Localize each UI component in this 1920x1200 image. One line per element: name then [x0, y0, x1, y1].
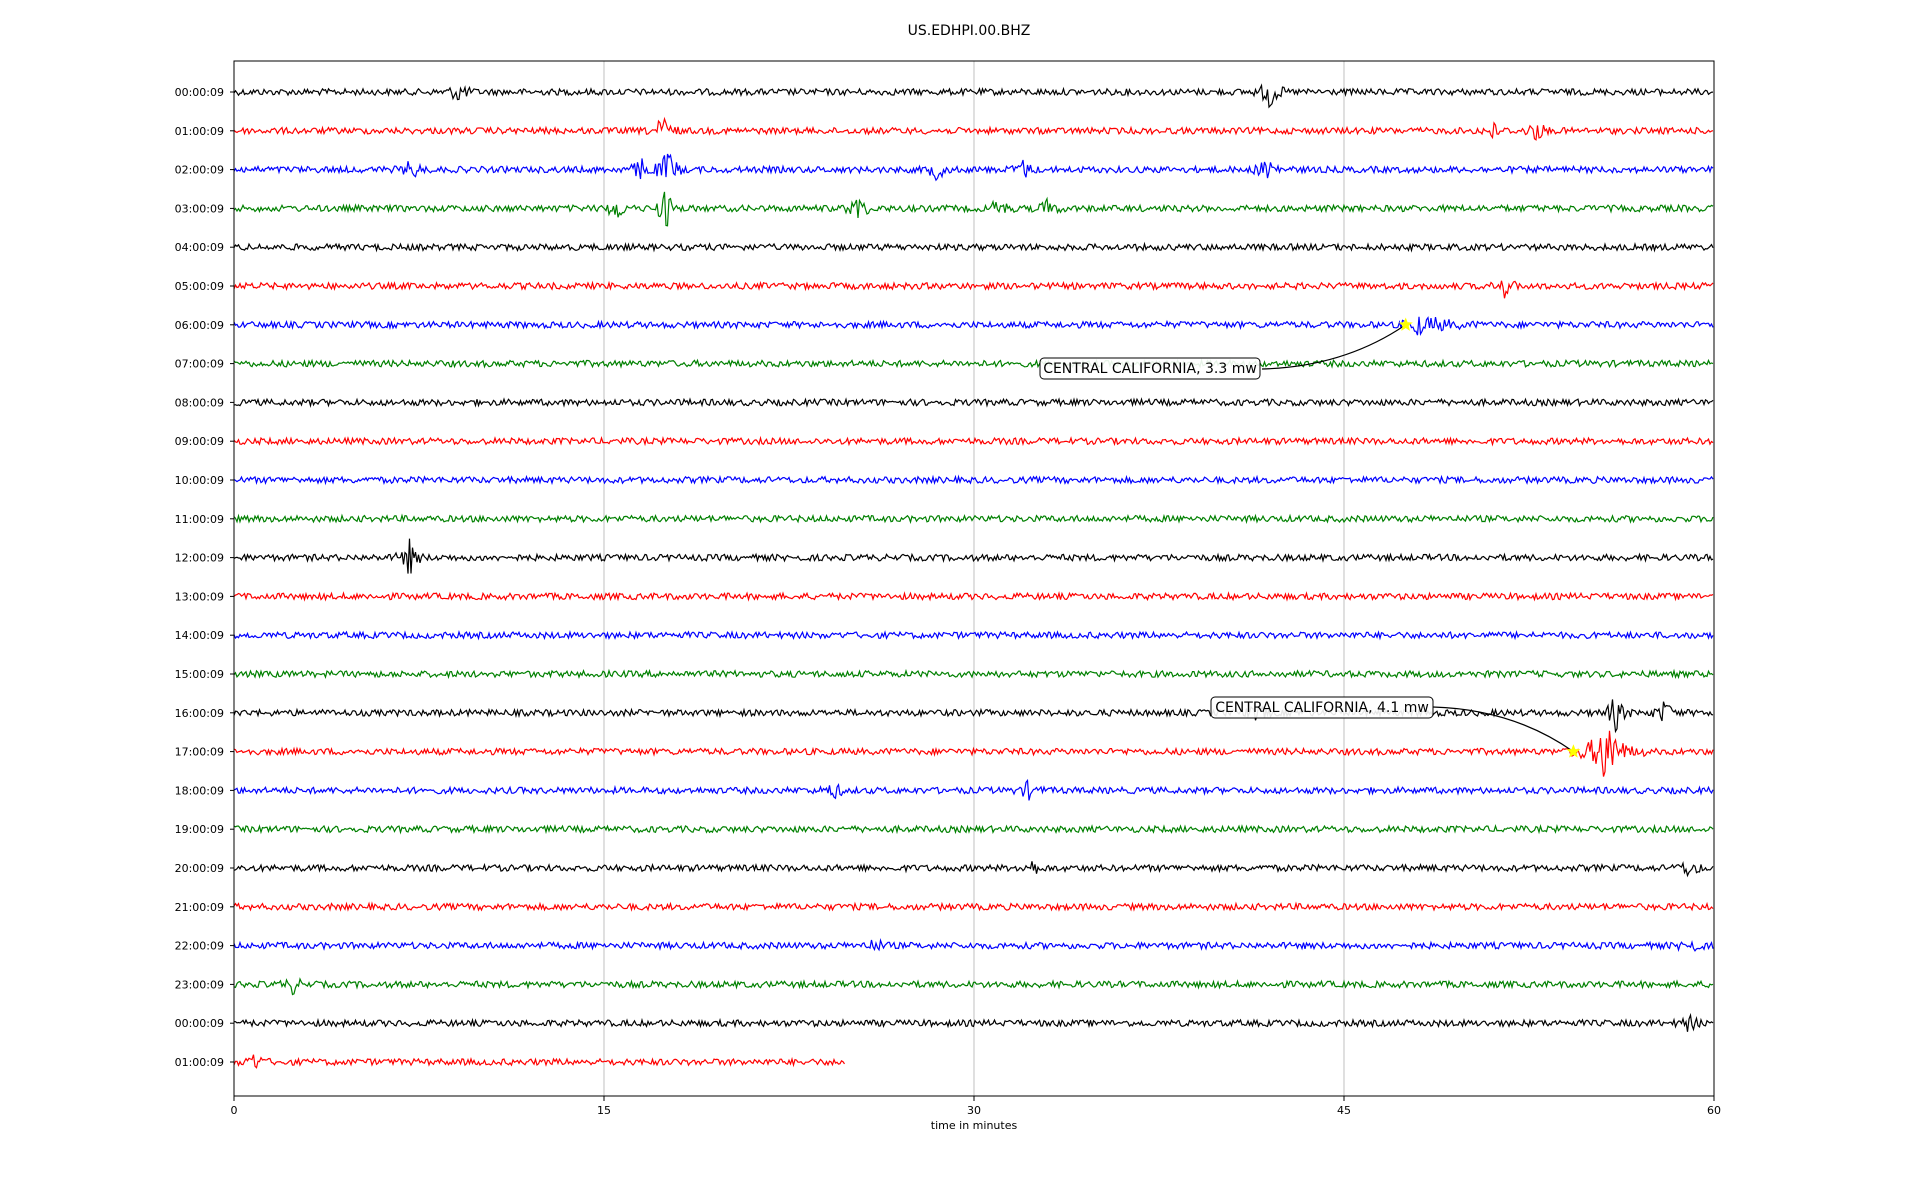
trace-row-16 [233, 699, 1714, 734]
row-time-label: 16:00:09 [175, 707, 224, 720]
row-time-label: 04:00:09 [175, 241, 224, 254]
trace-row-23 [233, 977, 1714, 996]
x-tick-label: 45 [1337, 1104, 1351, 1117]
trace-row-24 [233, 1012, 1714, 1032]
row-time-label: 20:00:09 [175, 862, 224, 875]
row-time-label: 15:00:09 [175, 668, 224, 681]
row-time-label: 08:00:09 [175, 396, 224, 409]
row-time-label: 18:00:09 [175, 784, 224, 797]
row-time-label: 01:00:09 [175, 1056, 224, 1069]
trace-row-22 [233, 938, 1714, 953]
trace-row-21 [233, 901, 1714, 912]
row-time-label: 21:00:09 [175, 901, 224, 914]
row-time-label: 01:00:09 [175, 125, 224, 138]
row-time-label: 10:00:09 [175, 474, 224, 487]
trace-row-3 [233, 191, 1714, 227]
row-time-label: 19:00:09 [175, 823, 224, 836]
row-time-label: 00:00:09 [175, 86, 224, 99]
annotation-connector [1261, 324, 1407, 370]
annotation-box [1039, 357, 1261, 380]
trace-row-19 [233, 823, 1714, 835]
x-tick-label: 0 [231, 1104, 238, 1117]
trace-row-7 [233, 358, 1714, 369]
row-time-label: 00:00:09 [175, 1017, 224, 1030]
row-time-label: 03:00:09 [175, 202, 224, 215]
trace-row-1 [233, 116, 1714, 141]
event-annotation-label: CENTRAL CALIFORNIA, 3.3 mw [1043, 361, 1257, 377]
row-time-labels: 00:00:09 01:00:09 02:00:09 03:00:09 04:00:09… [175, 86, 234, 1069]
row-time-label: 23:00:09 [175, 978, 224, 991]
x-axis-label: time in minutes [931, 1119, 1018, 1132]
trace-row-10 [233, 474, 1714, 486]
trace-row-4 [233, 241, 1714, 253]
row-time-label: 06:00:09 [175, 319, 224, 332]
trace-row-13 [233, 590, 1714, 602]
row-time-label: 05:00:09 [175, 280, 224, 293]
row-time-label: 12:00:09 [175, 552, 224, 565]
row-time-label: 02:00:09 [175, 164, 224, 177]
annotation-connector [1432, 706, 1574, 753]
trace-row-14 [233, 629, 1714, 641]
row-time-label: 11:00:09 [175, 513, 224, 526]
event-star-marker [1566, 744, 1581, 758]
trace-row-9 [233, 435, 1714, 447]
trace-row-0 [233, 83, 1714, 109]
x-tick-label: 60 [1707, 1104, 1721, 1117]
trace-row-18 [233, 778, 1714, 801]
trace-row-2 [233, 153, 1714, 182]
row-time-label: 07:00:09 [175, 358, 224, 371]
trace-row-25 [233, 1054, 845, 1069]
row-time-label: 17:00:09 [175, 746, 224, 759]
seismogram-traces [233, 83, 1714, 1069]
trace-row-5 [233, 280, 1714, 299]
row-time-label: 22:00:09 [175, 940, 224, 953]
row-time-label: 09:00:09 [175, 435, 224, 448]
x-tick-label: 30 [967, 1104, 981, 1117]
trace-row-20 [233, 861, 1714, 878]
vertical-gridlines [603, 61, 1345, 1096]
event-star-marker [1398, 317, 1413, 331]
trace-row-12 [233, 538, 1714, 574]
chart-title: US.EDHPI.00.BHZ [908, 23, 1031, 39]
trace-row-8 [233, 397, 1714, 408]
row-time-label: 13:00:09 [175, 590, 224, 603]
event-annotations: CENTRAL CALIFORNIA, 3.3 mw CENTRAL CALIFO… [1039, 317, 1581, 758]
x-tick-label: 15 [597, 1104, 611, 1117]
trace-row-11 [233, 513, 1714, 525]
x-axis-ticks: 0 15 30 45 60 [231, 1096, 1721, 1117]
annotation-box [1210, 696, 1434, 719]
trace-row-15 [233, 668, 1714, 680]
trace-row-6 [233, 316, 1714, 336]
row-time-label: 14:00:09 [175, 629, 224, 642]
event-annotation-label: CENTRAL CALIFORNIA, 4.1 mw [1215, 700, 1429, 716]
trace-row-17 [233, 730, 1714, 777]
